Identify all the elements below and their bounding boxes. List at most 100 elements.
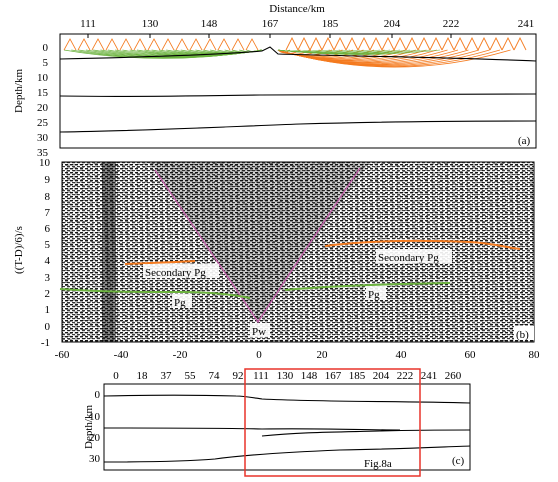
- panel-c-top-tick: 92: [233, 370, 244, 382]
- panel-a-depth-tick: 5: [43, 57, 49, 69]
- ray-path-orange: [285, 36, 299, 51]
- panel-c-depth-tick: 30: [89, 453, 101, 465]
- panel-c-depth-tick: 0: [95, 389, 101, 401]
- panel-c-top-tick: 74: [209, 370, 221, 382]
- ray-path-orange: [465, 36, 479, 51]
- panel-c-top-tick: 18: [137, 370, 149, 382]
- label-backgrounds: [143, 249, 452, 337]
- label-pg-right: Pg: [368, 289, 380, 301]
- panel-b-x-tick: 80: [529, 349, 541, 361]
- panel-a-depth-tick: 10: [37, 72, 49, 84]
- label-secondary-pg-right: Secondary Pg: [378, 252, 439, 264]
- label-pw: Pw: [252, 326, 266, 338]
- panel-a-tag: (a): [518, 135, 531, 147]
- panel-b-y-tick: 4: [45, 255, 51, 267]
- panel-a-top-ticks: 111 130 148 167 185 204 222 241: [80, 18, 534, 30]
- pw-curve: [154, 167, 361, 324]
- fig8a-highlight-box: [244, 368, 421, 477]
- panel-a-depth-tick: 25: [37, 117, 49, 129]
- ray-path-orange: [405, 36, 419, 51]
- panel-c-top-tick: 0: [113, 370, 119, 382]
- panel-a-depth-label: Depth/km: [13, 69, 25, 113]
- ray-path-orange: [309, 36, 323, 51]
- ray-path-orange: [161, 38, 175, 51]
- panel-a: Distance/km 111 130 148 167 185 204 222 …: [13, 3, 537, 159]
- ray-path-orange: [417, 36, 431, 51]
- boundary-line: [103, 427, 471, 437]
- panel-c-top-tick: 111: [253, 370, 269, 382]
- panel-a-top-tick: 167: [262, 18, 279, 30]
- panel-a-top-tick: 111: [80, 18, 96, 30]
- panel-b-tag: (b): [516, 329, 529, 341]
- panel-c-top-tick: 167: [325, 370, 342, 382]
- ray-path-orange: [147, 38, 161, 51]
- ray-path-orange: [501, 36, 515, 51]
- label-secondary-pg-left: Secondary Pg: [145, 267, 206, 279]
- panel-b-frame: [61, 161, 535, 343]
- panel-a-top-tick: 148: [201, 18, 218, 30]
- panel-b-x-ticks: -60 -40 -20 0 20 40 60 80: [55, 349, 540, 361]
- panel-c-top-tick: 185: [349, 370, 366, 382]
- ray-path-orange: [77, 38, 91, 51]
- panel-a-depth-tick: 15: [37, 87, 49, 99]
- ray-path-orange: [175, 38, 189, 51]
- panel-a-top-tick: 222: [443, 18, 460, 30]
- panel-b-x-tick: -20: [173, 349, 188, 361]
- panel-a-depth-tick: 0: [43, 42, 49, 54]
- panel-c-top-tick: 130: [277, 370, 294, 382]
- ray-path-orange: [119, 38, 133, 51]
- ray-path-orange: [393, 36, 407, 51]
- panel-b-x-tick: -60: [55, 349, 70, 361]
- dark-trace-band: [102, 162, 116, 342]
- ray-paths: [63, 36, 527, 68]
- ray-path-orange: [133, 38, 147, 51]
- panel-c-tag: (c): [452, 455, 465, 467]
- ray-path-orange: [345, 36, 359, 51]
- panel-c-top-tick: 55: [185, 370, 197, 382]
- boundary-line: [103, 445, 471, 463]
- fig8a-box-label: Fig.8a: [364, 458, 392, 470]
- ray-path-orange: [217, 38, 231, 51]
- panel-b-y-ticks: 10 9 8 7 6 5 4 3 2 1 0 -1: [39, 157, 51, 349]
- ray-path-green: [277, 49, 441, 55]
- panel-b-x-tick: 0: [256, 349, 262, 361]
- panel-c-top-tick: 260: [445, 370, 462, 382]
- ray-path-orange: [381, 36, 395, 51]
- ray-path-orange: [321, 36, 335, 51]
- panel-c: 0 18 37 55 74 92 111 130 148 167 185 204…: [83, 368, 471, 477]
- panel-b-y-tick: 8: [45, 191, 51, 203]
- panel-b-y-tick: 3: [45, 272, 51, 284]
- panel-b-tag-bg: [514, 326, 534, 340]
- panel-c-top-ticks: 0 18 37 55 74 92 111 130 148 167 185 204…: [113, 370, 462, 382]
- panel-a-top-tickmarks: [87, 34, 452, 38]
- panel-a-depth-ticks: 0 5 10 15 20 25 30 35: [37, 42, 49, 159]
- label-pg-left: Pg: [174, 297, 186, 309]
- ray-path-orange: [513, 36, 527, 51]
- panel-b-y-tick: 0: [45, 321, 51, 333]
- panel-c-depth-ticks: 0 10 20 30: [89, 389, 101, 465]
- ray-path-orange: [477, 36, 491, 51]
- ray-path-orange: [189, 38, 203, 51]
- water-wave-cone: [150, 162, 370, 320]
- panel-b-y-tick: 10: [39, 157, 51, 169]
- panel-a-top-tick: 204: [384, 18, 401, 30]
- panel-b-y-tick: 7: [45, 207, 51, 219]
- pg-curve: [59, 282, 451, 299]
- boundary-line: [59, 93, 537, 97]
- panel-c-depth-label: Depth/km: [83, 405, 95, 449]
- ray-path-orange: [357, 36, 371, 51]
- panel-c-top-tick: 222: [397, 370, 414, 382]
- panel-c-top-tick: 37: [161, 370, 173, 382]
- ray-path-orange: [245, 38, 259, 51]
- panel-a-boundaries: [59, 46, 537, 133]
- panel-c-boundaries: [103, 394, 471, 463]
- panel-a-depth-tick: 35: [37, 147, 49, 159]
- panel-b-x-tick: -40: [114, 349, 129, 361]
- panel-a-depth-tick: 30: [37, 132, 49, 144]
- panel-a-top-title: Distance/km: [269, 3, 325, 15]
- ray-path-orange: [231, 38, 245, 51]
- ray-path-orange: [277, 49, 511, 68]
- boundary-line: [59, 120, 537, 133]
